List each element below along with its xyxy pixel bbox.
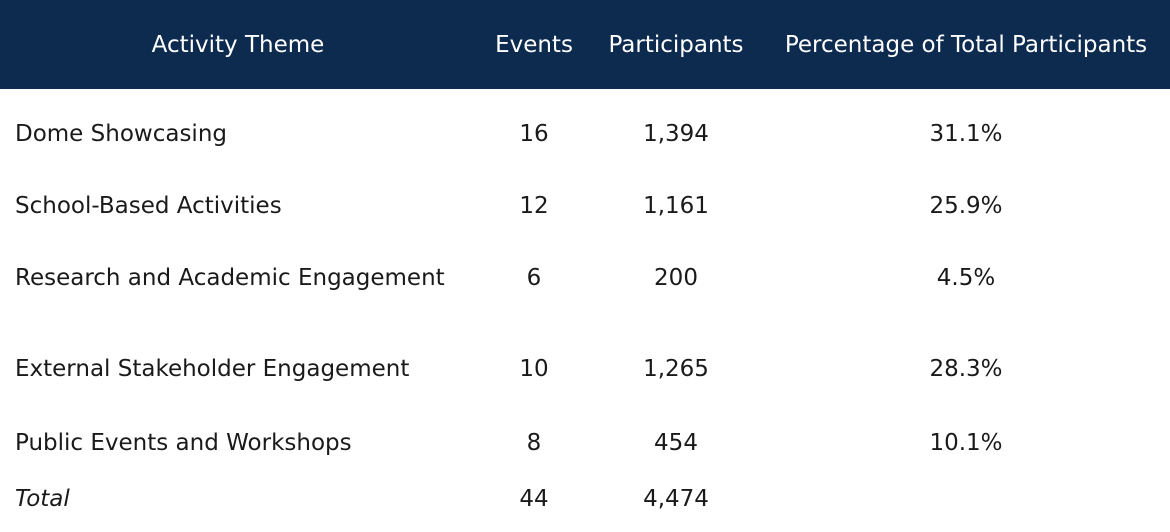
table-header: Activity Theme Events Participants Perce…	[0, 0, 1170, 89]
cell-percentage: 31.1%	[929, 121, 1003, 147]
cell-theme: School-Based Activities	[15, 193, 282, 219]
cell-participants: 1,265	[643, 356, 709, 382]
cell-percentage: 28.3%	[929, 356, 1003, 382]
total-label: Total	[15, 486, 70, 512]
table-row: Dome Showcasing 16 1,394 31.1%	[0, 119, 1170, 149]
total-events: 44	[519, 486, 549, 512]
cell-percentage: 4.5%	[936, 265, 996, 291]
cell-theme: Dome Showcasing	[15, 121, 227, 147]
cell-participants: 1,394	[643, 121, 709, 147]
header-activity-theme: Activity Theme	[151, 32, 325, 58]
table-row: External Stakeholder Engagement 10 1,265…	[0, 354, 1170, 384]
table-row: School-Based Activities 12 1,161 25.9%	[0, 191, 1170, 221]
cell-theme: Research and Academic Engagement	[15, 265, 445, 291]
header-events: Events	[495, 32, 573, 58]
header-participants: Participants	[608, 32, 744, 58]
table-total-row: Total 44 4,474	[0, 484, 1170, 514]
header-percentage: Percentage of Total Participants	[784, 32, 1148, 58]
cell-participants: 454	[654, 430, 698, 456]
cell-theme: Public Events and Workshops	[15, 430, 352, 456]
cell-events: 8	[526, 430, 542, 456]
cell-events: 12	[519, 193, 549, 219]
cell-participants: 1,161	[643, 193, 709, 219]
cell-theme: External Stakeholder Engagement	[15, 356, 410, 382]
cell-events: 10	[519, 356, 549, 382]
cell-participants: 200	[654, 265, 698, 291]
cell-percentage: 25.9%	[929, 193, 1003, 219]
total-participants: 4,474	[643, 486, 709, 512]
cell-events: 16	[519, 121, 549, 147]
table-row: Public Events and Workshops 8 454 10.1%	[0, 428, 1170, 458]
cell-percentage: 10.1%	[929, 430, 1003, 456]
table-row: Research and Academic Engagement 6 200 4…	[0, 263, 1170, 293]
cell-events: 6	[526, 265, 542, 291]
